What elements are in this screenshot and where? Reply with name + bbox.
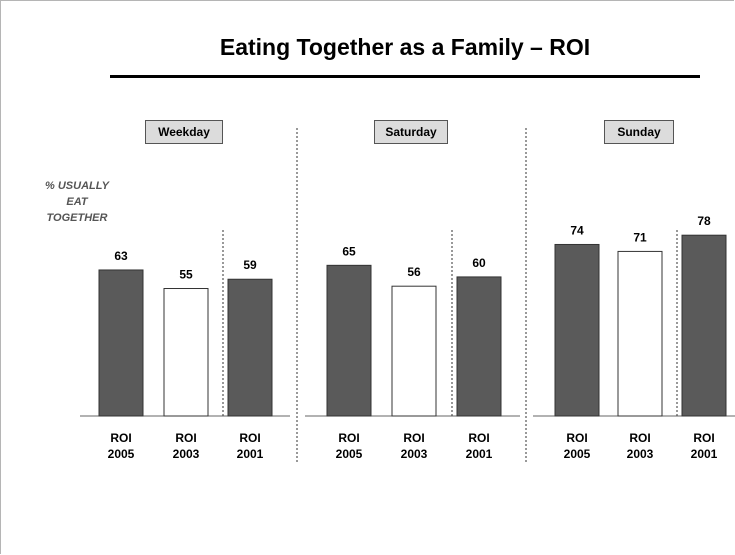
bar-value-saturday-2: 60 bbox=[472, 256, 486, 270]
bar-sunday-2 bbox=[681, 234, 727, 417]
bar-value-saturday-1: 56 bbox=[407, 265, 421, 279]
tick-label-weekday-0-0: ROI bbox=[110, 431, 131, 445]
y-axis-label-line-3: TOGETHER bbox=[46, 212, 108, 224]
y-axis-label-line-1: % USUALLY bbox=[45, 180, 109, 192]
tick-label-saturday-0-0: ROI bbox=[338, 431, 359, 445]
tick-label-weekday-1-0: ROI bbox=[175, 431, 196, 445]
bar-saturday-0 bbox=[326, 264, 372, 417]
group-label-sunday: Sunday bbox=[604, 120, 674, 144]
bar-value-weekday-1: 55 bbox=[179, 268, 193, 282]
tick-label-saturday-0-1: 2005 bbox=[336, 447, 363, 461]
tick-label-sunday-1-0: ROI bbox=[629, 431, 650, 445]
bar-weekday-1 bbox=[163, 288, 209, 417]
tick-label-sunday-0-1: 2005 bbox=[564, 447, 591, 461]
group-label-saturday: Saturday bbox=[374, 120, 448, 144]
bar-value-sunday-2: 78 bbox=[697, 214, 711, 228]
chart-title: Eating Together as a Family – ROI bbox=[219, 34, 591, 60]
title-underline bbox=[110, 75, 700, 78]
bar-value-weekday-0: 63 bbox=[114, 249, 128, 263]
tick-label-sunday-0-0: ROI bbox=[566, 431, 587, 445]
group-label-weekday: Weekday bbox=[145, 120, 223, 144]
bar-sunday-1 bbox=[617, 250, 663, 417]
bar-value-sunday-1: 71 bbox=[633, 230, 647, 244]
tick-label-weekday-1-1: 2003 bbox=[173, 447, 200, 461]
y-axis-label: % USUALLY EAT TOGETHER bbox=[22, 178, 132, 226]
tick-label-saturday-2-0: ROI bbox=[468, 431, 489, 445]
bar-saturday-2 bbox=[456, 276, 502, 417]
tick-label-sunday-2-1: 2001 bbox=[691, 447, 718, 461]
tick-label-weekday-2-0: ROI bbox=[239, 431, 260, 445]
tick-label-saturday-1-1: 2003 bbox=[401, 447, 428, 461]
bar-value-weekday-2: 59 bbox=[243, 258, 257, 272]
tick-label-weekday-0-1: 2005 bbox=[108, 447, 135, 461]
tick-label-saturday-1-0: ROI bbox=[403, 431, 424, 445]
bar-value-saturday-0: 65 bbox=[342, 244, 356, 258]
tick-label-sunday-1-1: 2003 bbox=[627, 447, 654, 461]
tick-label-saturday-2-1: 2001 bbox=[466, 447, 493, 461]
bar-saturday-1 bbox=[391, 285, 437, 417]
y-axis-label-line-2: EAT bbox=[66, 196, 88, 208]
bar-weekday-0 bbox=[98, 269, 144, 417]
bar-value-sunday-0: 74 bbox=[570, 223, 584, 237]
bar-weekday-2 bbox=[227, 278, 273, 417]
tick-label-sunday-2-0: ROI bbox=[693, 431, 714, 445]
tick-label-weekday-2-1: 2001 bbox=[237, 447, 264, 461]
bar-sunday-0 bbox=[554, 243, 600, 417]
